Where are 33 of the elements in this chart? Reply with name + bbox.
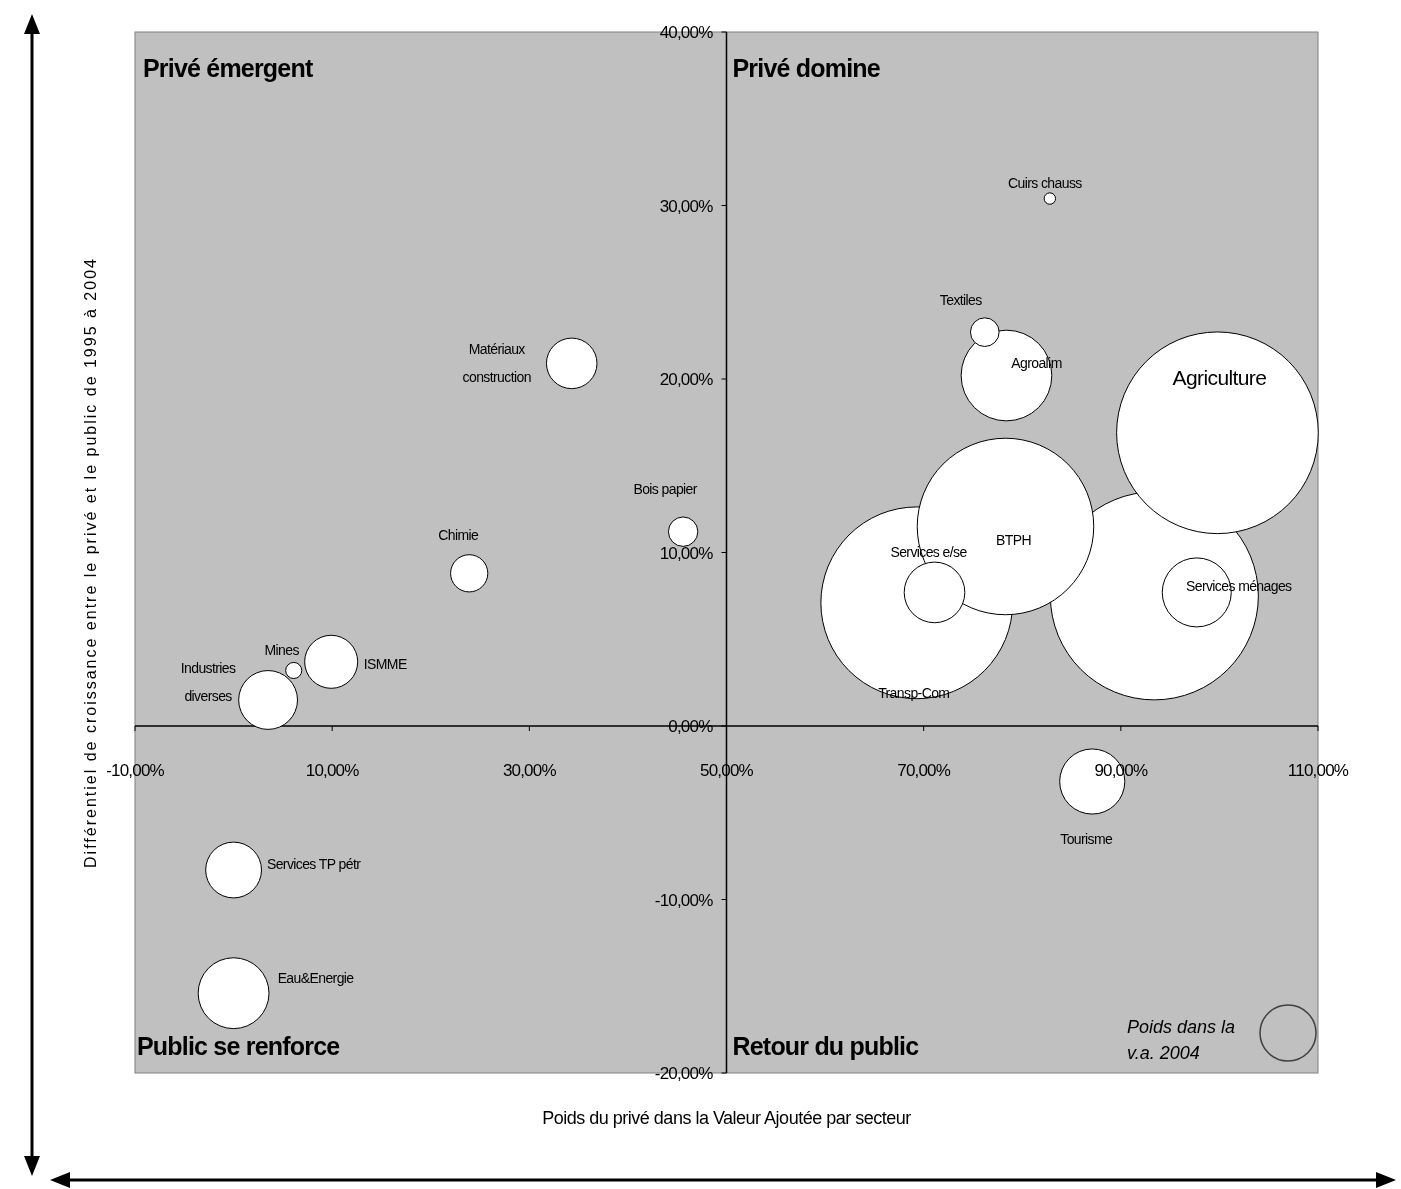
x-tick-label: -10,00% — [106, 761, 165, 780]
y-axis-title: Différentiel de croissance entre le privé et le public de 1995 à 2004 — [82, 257, 99, 868]
annotation: Poids dans la v.a. 2004 — [1127, 1017, 1236, 1063]
y-tick-label: -10,00% — [654, 890, 714, 910]
annotation: Public se renforce — [137, 1032, 341, 1060]
annotation: Retour du public — [732, 1032, 920, 1060]
x-tick-label: 70,00% — [897, 761, 951, 780]
annotation: Privé domine — [732, 54, 881, 82]
y-tick-label: 20,00% — [659, 370, 714, 389]
series-label: Textiles — [939, 292, 983, 309]
x-tick-label: 30,00% — [502, 761, 557, 780]
series-label: Cuirs chauss — [1007, 174, 1083, 191]
series-label: BTPH — [996, 532, 1031, 549]
y-tick-label: 40,00% — [659, 23, 714, 42]
series-label: ISMME — [363, 655, 407, 672]
x-tick-label: 110,00% — [1287, 761, 1349, 780]
series-label: Services TP pétr — [266, 856, 362, 873]
series-label: Agroalim — [1011, 354, 1062, 371]
x-axis-title: Poids du privé dans la Valeur Ajoutée par secteur — [542, 1108, 912, 1128]
series-label: Eau&Energie — [277, 970, 355, 987]
y-tick-label: 10,00% — [659, 543, 714, 563]
series-label: Bois papier — [633, 480, 698, 497]
series-label: Matériaux construction — [462, 341, 531, 386]
series-label: Services ménages — [1185, 578, 1293, 595]
series-label: Agriculture — [1172, 365, 1267, 389]
series-label: Mines — [264, 642, 300, 659]
series-label: Industries diverses — [180, 659, 237, 704]
annotation: Privé émergent — [143, 54, 314, 82]
series-label: Tourisme — [1060, 830, 1114, 847]
series-label: Chimie — [438, 527, 479, 544]
y-tick-label: -20,00% — [654, 1064, 714, 1083]
x-tick-label: 10,00% — [305, 761, 360, 780]
y-tick-label: 30,00% — [659, 196, 714, 216]
